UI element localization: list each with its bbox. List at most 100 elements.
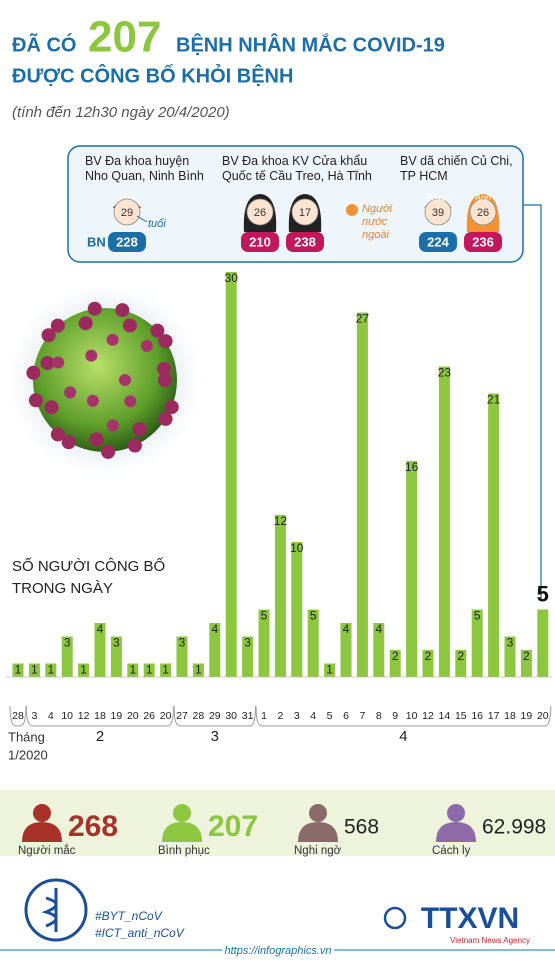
- x-tick-label: 19: [521, 710, 533, 722]
- patient-head: [424, 198, 452, 226]
- value-label: 5: [537, 581, 549, 606]
- bar: [307, 609, 319, 677]
- x-tick-label: 5: [327, 710, 333, 722]
- x-axis-label: Tháng: [8, 729, 45, 744]
- value-label: 1: [195, 663, 202, 677]
- bar: [504, 636, 516, 677]
- x-tick-label: 3: [294, 710, 300, 722]
- value-label: 1: [129, 663, 136, 677]
- bar: [324, 663, 336, 677]
- patient-head: [246, 198, 274, 226]
- virus-spike: [119, 374, 131, 386]
- value-label: 10: [290, 541, 304, 555]
- bar: [438, 366, 450, 677]
- virus-spike: [122, 318, 137, 333]
- x-tick-label: 7: [359, 710, 365, 722]
- x-tick-label: 4: [310, 710, 316, 722]
- x-tick-label: 27: [176, 710, 188, 722]
- value-label: 3: [113, 636, 120, 650]
- x-tick-label: 28: [193, 710, 205, 722]
- stat-label: Người mắc: [18, 844, 76, 857]
- age-pointer: [136, 215, 148, 223]
- stat-icon-body: [298, 822, 338, 842]
- x-tick-label: 28: [12, 710, 24, 722]
- x-tick-label: 30: [225, 710, 237, 722]
- connector: [523, 204, 542, 600]
- stat-icon-body: [162, 822, 202, 842]
- bar: [78, 663, 90, 677]
- virus-body: [33, 308, 177, 452]
- value-label: 4: [211, 622, 218, 636]
- moh-logo-symbol: [41, 888, 58, 932]
- value-label: 2: [392, 649, 399, 663]
- value-label: 21: [487, 393, 501, 407]
- x-tick-label: 2: [277, 710, 283, 722]
- stat-value: 62.998: [482, 816, 546, 839]
- patient-id: 228: [116, 234, 138, 249]
- bar: [143, 663, 155, 677]
- url-bg: [222, 942, 334, 958]
- value-label: 23: [438, 366, 452, 380]
- stat-icon-body: [22, 822, 62, 842]
- virus-spike: [150, 323, 165, 338]
- patient-body: [286, 232, 324, 252]
- bar: [389, 650, 401, 677]
- x-tick-label: 4: [48, 710, 54, 722]
- bar: [127, 663, 139, 677]
- virus-spike: [89, 432, 104, 447]
- virus-spike: [61, 435, 76, 450]
- x-tick-label: 18: [504, 710, 516, 722]
- value-label: 12: [274, 514, 288, 528]
- x-tick-label: 12: [78, 710, 90, 722]
- tag: #BYT_nCoV: [95, 909, 163, 923]
- patient-id: 238: [294, 234, 316, 249]
- patient-age: 26: [477, 207, 489, 219]
- virus-spike: [52, 356, 65, 369]
- virus-spike: [50, 318, 65, 333]
- virus-spike: [87, 301, 102, 316]
- bar: [225, 272, 237, 677]
- bar: [176, 636, 188, 677]
- value-label: 2: [523, 649, 530, 663]
- x-tick-label: 12: [422, 710, 434, 722]
- stat-icon-head: [309, 804, 327, 822]
- age-label: tuổi: [148, 218, 166, 230]
- bar: [209, 623, 221, 677]
- month-label: 3: [211, 728, 219, 745]
- virus-spike: [50, 427, 65, 442]
- x-tick-label: 29: [209, 710, 221, 722]
- virus: [26, 301, 179, 459]
- copyright-mark: [383, 906, 407, 930]
- value-label: 30: [225, 271, 239, 285]
- hospital-name: BV Đa khoa KV Cửa khẩu Quốc tế Cầu Treo,…: [222, 154, 372, 183]
- agency-en: Vietnam News Agency: [450, 936, 530, 945]
- patient-body: [241, 232, 279, 252]
- tag: #ICT_anti_nCoV: [95, 926, 185, 940]
- stat-icon-head: [33, 804, 51, 822]
- value-label: 4: [343, 622, 350, 636]
- virus-spike: [106, 419, 119, 432]
- month-bracket: [25, 705, 175, 727]
- virus-spike: [41, 328, 56, 343]
- stat-value: 568: [344, 816, 379, 839]
- patient-age: 17: [299, 207, 311, 219]
- value-label: 27: [356, 312, 370, 326]
- bar: [520, 650, 532, 677]
- bar: [373, 623, 385, 677]
- bar: [45, 663, 57, 677]
- hospital-name: BV dã chiến Củ Chi, TP HCM: [400, 154, 513, 183]
- value-label: 3: [244, 636, 251, 650]
- value-label: 1: [146, 663, 153, 677]
- x-tick-label: 1: [261, 710, 267, 722]
- value-label: 1: [326, 663, 333, 677]
- virus-spike: [101, 444, 116, 459]
- patient-age: 39: [432, 207, 444, 219]
- virus-spike: [115, 303, 130, 318]
- x-tick-label: 14: [439, 710, 451, 722]
- bar: [110, 636, 122, 677]
- patient-nationality: Brazil: [427, 192, 451, 202]
- value-label: 5: [261, 609, 268, 623]
- value-label: 5: [474, 609, 481, 623]
- virus-spike: [64, 386, 77, 399]
